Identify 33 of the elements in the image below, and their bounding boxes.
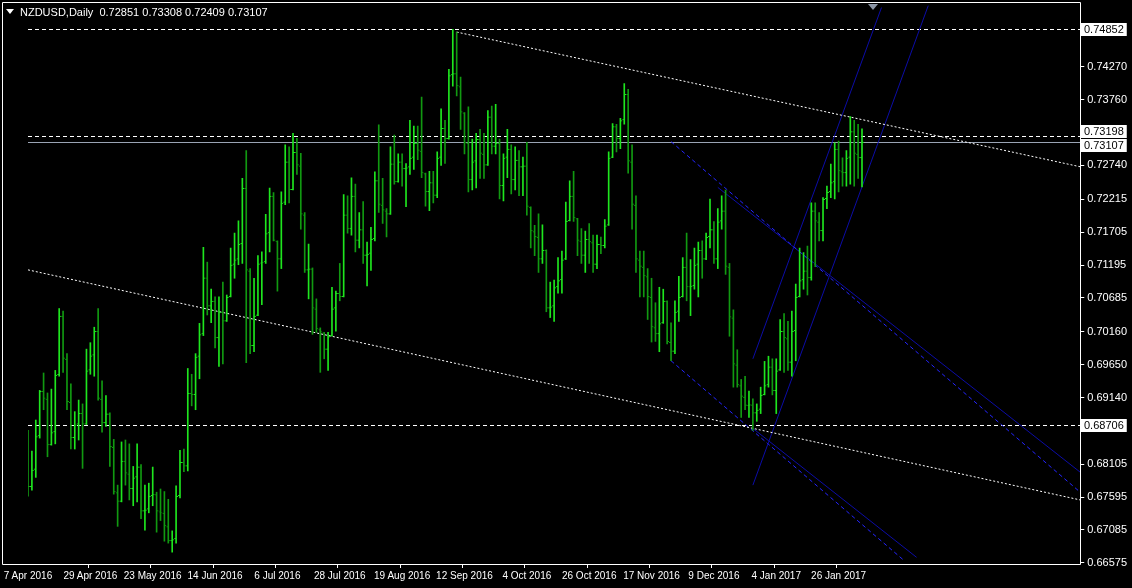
x-tick-label: 9 Dec 2016 (688, 569, 740, 581)
y-tick-label: 0.69140 (1087, 390, 1127, 403)
ref-line-label: 0.74852 (1084, 23, 1124, 36)
x-tick-label: 14 Jun 2016 (187, 569, 244, 581)
x-tick-label: 29 Apr 2016 (63, 569, 118, 581)
y-tick-label: 0.67085 (1087, 522, 1127, 535)
y-tick-label: 0.71195 (1087, 258, 1127, 271)
x-tick-label: 17 Nov 2016 (623, 569, 681, 581)
y-tick-label: 0.72740 (1087, 158, 1127, 171)
x-tick-label: 12 Sep 2016 (436, 569, 494, 581)
y-tick-label: 0.71705 (1087, 225, 1127, 238)
x-tick-label: 28 Jul 2016 (313, 569, 367, 581)
y-tick-label: 0.70160 (1087, 324, 1127, 337)
y-tick-label: 0.66575 (1087, 555, 1127, 568)
ref-line-label: 0.73107 (1084, 139, 1124, 152)
chart-title: NZDUSD,Daily 0.72851 0.73308 0.72409 0.73107 (20, 5, 268, 18)
y-tick-label: 0.68105 (1087, 457, 1127, 470)
x-tick-label: 6 Jul 2016 (254, 569, 301, 581)
x-tick-label: 23 May 2016 (123, 569, 183, 581)
x-tick-label: 19 Aug 2016 (374, 569, 431, 581)
y-tick-label: 0.73760 (1087, 92, 1127, 105)
y-tick-label: 0.74270 (1087, 59, 1127, 72)
ref-line-label: 0.68706 (1084, 419, 1124, 432)
y-tick-label: 0.67595 (1087, 490, 1127, 503)
x-tick-label: 26 Oct 2016 (561, 569, 617, 581)
y-tick-label: 0.72215 (1087, 192, 1127, 205)
y-tick-label: 0.69650 (1087, 357, 1127, 370)
ref-line-label: 0.73198 (1084, 125, 1124, 138)
x-tick-label: 4 Jan 2017 (751, 569, 802, 581)
x-tick-label: 26 Jan 2017 (811, 569, 867, 581)
x-tick-label: 7 Apr 2016 (3, 569, 53, 581)
x-tick-label: 4 Oct 2016 (502, 569, 552, 581)
y-tick-label: 0.70685 (1087, 290, 1127, 303)
